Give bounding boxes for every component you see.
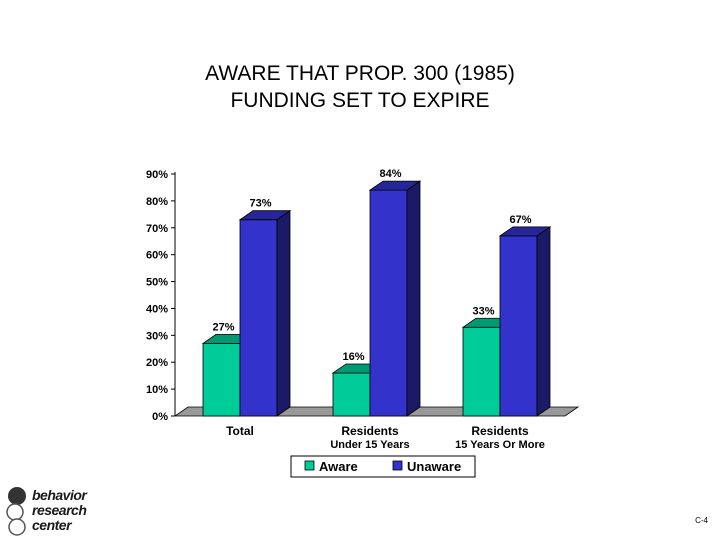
data-label: 27%: [212, 321, 234, 333]
y-tick-label: 20%: [146, 357, 168, 369]
legend-swatch-aware: [304, 460, 315, 471]
chart-title-line-2: FUNDING SET TO EXPIRE: [230, 89, 490, 112]
legend-swatch-unaware: [392, 460, 403, 471]
bar-unaware-2-side: [536, 226, 551, 417]
y-tick-label: 30%: [146, 330, 168, 342]
legend-label-unaware: Unaware: [407, 459, 461, 474]
y-tick-label: 60%: [146, 250, 168, 262]
x-category-label: 15 Years Or More: [455, 439, 545, 451]
page-number: C-4: [695, 516, 708, 525]
chart-title: AWARE THAT PROP. 300 (1985) FUNDING SET …: [0, 60, 720, 114]
data-label: 73%: [249, 198, 271, 210]
bar-aware-0: [202, 342, 241, 417]
bar-unaware-0-side: [276, 209, 291, 417]
logo-text-line-3: center: [32, 517, 72, 533]
y-tick-label: 0%: [152, 411, 168, 423]
bar-unaware-1: [369, 189, 408, 417]
bar-unaware-2-top: [498, 226, 552, 237]
y-tick-label: 90%: [146, 169, 168, 181]
bar-unaware-0: [239, 219, 278, 417]
bar-unaware-1-top: [368, 180, 422, 191]
chart-title-line-1: AWARE THAT PROP. 300 (1985): [205, 62, 515, 85]
data-label: 16%: [342, 351, 364, 363]
legend-label-aware: Aware: [319, 459, 358, 474]
x-category-label: Residents: [471, 424, 529, 438]
legend: [290, 455, 476, 478]
y-tick-label: 40%: [146, 303, 168, 315]
data-label: 84%: [379, 168, 401, 180]
logo-text-line-1: behavior: [32, 487, 87, 503]
data-label: 67%: [509, 214, 531, 226]
bar-unaware-2: [499, 235, 538, 417]
bar-aware-2: [462, 326, 501, 417]
y-tick-label: 10%: [146, 384, 168, 396]
x-category-label: Total: [226, 424, 254, 438]
data-label: 33%: [472, 305, 494, 317]
bar-aware-1: [332, 372, 371, 417]
bar-unaware-0-top: [238, 210, 292, 221]
logo-text-line-2: research: [32, 502, 87, 518]
y-tick-label: 80%: [146, 196, 168, 208]
logo-heads-icon: [6, 487, 26, 536]
x-category-label: Under 15 Years: [330, 439, 409, 451]
x-category-label: Residents: [341, 424, 399, 438]
bar-unaware-1-side: [406, 180, 421, 417]
behavior-research-center-logo: behavior research center: [4, 484, 94, 536]
y-tick-label: 50%: [146, 277, 168, 289]
y-tick-label: 70%: [146, 223, 168, 235]
